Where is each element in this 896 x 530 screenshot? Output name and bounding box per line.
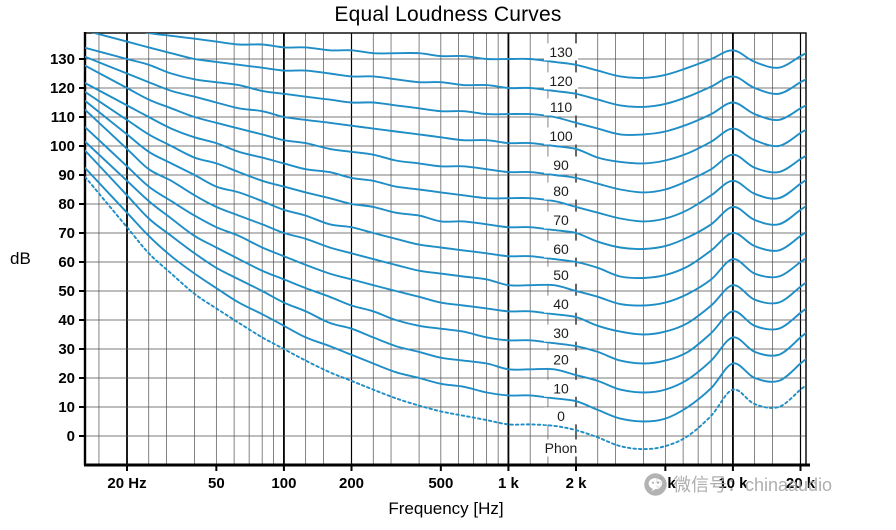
curve-label-70: 70	[553, 212, 569, 228]
x-tick-label: 500	[428, 475, 453, 492]
curve-label-10: 10	[553, 380, 569, 396]
watermark: 微信号：chinaaudio	[644, 471, 832, 497]
loudness-curve-30	[85, 140, 806, 365]
loudness-curve-70	[85, 90, 806, 250]
curve-label-80: 80	[553, 183, 569, 199]
y-tick-label: 20	[58, 370, 75, 387]
loudness-curve-20	[85, 149, 806, 394]
curve-label-40-bg	[544, 295, 578, 313]
curve-label-30: 30	[553, 325, 569, 341]
curve-label-30-bg	[544, 324, 578, 342]
loudness-curve-130	[144, 33, 806, 79]
curve-label-20-bg	[544, 350, 578, 368]
curve-label-120-bg	[544, 72, 578, 90]
curve-label-60-bg	[544, 240, 578, 258]
y-tick-label: 110	[51, 109, 75, 126]
curve-label-100-bg	[544, 127, 578, 145]
curve-label-90: 90	[553, 157, 569, 173]
curve-label-40: 40	[553, 296, 569, 312]
curve-label-80-bg	[544, 182, 578, 200]
curve-label-130: 130	[549, 44, 573, 60]
loudness-curve-120	[91, 33, 806, 108]
curve-unit-label: Phon	[545, 440, 578, 456]
x-tick-label: 1 k	[498, 475, 520, 492]
x-tick-label: 200	[339, 475, 364, 492]
y-tick-label: 130	[50, 51, 75, 68]
curve-label-120: 120	[549, 73, 573, 89]
watermark-text: 微信号：chinaaudio	[673, 475, 833, 495]
loudness-curve-110	[85, 46, 806, 136]
x-tick-label: 100	[271, 475, 296, 492]
y-tick-label: 30	[58, 341, 75, 358]
y-tick-label: 80	[58, 196, 75, 213]
curve-label-50-bg	[544, 266, 578, 284]
curve-label-20: 20	[553, 351, 569, 367]
chart-title: Equal Loudness Curves	[334, 3, 562, 26]
y-tick-label: 90	[58, 167, 75, 184]
x-axis-title: Frequency [Hz]	[388, 499, 504, 518]
y-tick-label: 60	[58, 254, 75, 271]
y-tick-label: 70	[58, 225, 75, 242]
y-tick-label: 40	[58, 312, 75, 329]
loudness-curve-60	[85, 99, 806, 280]
y-tick-label: 100	[50, 138, 75, 155]
curve-label-0: 0	[557, 408, 565, 424]
curve-label-50: 50	[553, 267, 569, 283]
y-tick-label: 10	[58, 399, 75, 416]
x-tick-label: 10 k	[718, 475, 748, 492]
curve-label-100: 100	[549, 128, 573, 144]
y-axis-unit-label: dB	[10, 249, 31, 268]
curve-label-0-bg	[544, 407, 578, 425]
curves-group	[85, 33, 806, 451]
curve-label-110-bg	[544, 98, 578, 116]
x-tick-label: 50	[208, 475, 225, 492]
loudness-curve-90	[85, 64, 806, 194]
y-tick-label: 50	[58, 283, 75, 300]
y-tick-label: 0	[67, 428, 75, 445]
wechat-icon	[644, 472, 667, 496]
loudness-curve-50	[85, 108, 806, 307]
x-tick-label: 20 k	[786, 475, 816, 492]
x-tick-label: 20 Hz	[107, 475, 146, 492]
curve-label-130-bg	[544, 43, 578, 61]
loudness-curve-40	[85, 126, 806, 336]
curve-unit-label-bg	[537, 439, 585, 457]
loudness-curve-0	[85, 175, 806, 451]
y-tick-label: 120	[50, 80, 75, 97]
loudness-curve-80	[85, 82, 806, 223]
x-tick-label: 2 k	[566, 475, 588, 492]
curve-label-10-bg	[544, 379, 578, 397]
curve-label-90-bg	[544, 156, 578, 174]
loudness-curve-100	[85, 55, 806, 165]
curve-label-70-bg	[544, 211, 578, 229]
curve-label-60: 60	[553, 241, 569, 257]
curve-label-110: 110	[550, 99, 573, 115]
loudness-curve-10	[85, 166, 806, 423]
